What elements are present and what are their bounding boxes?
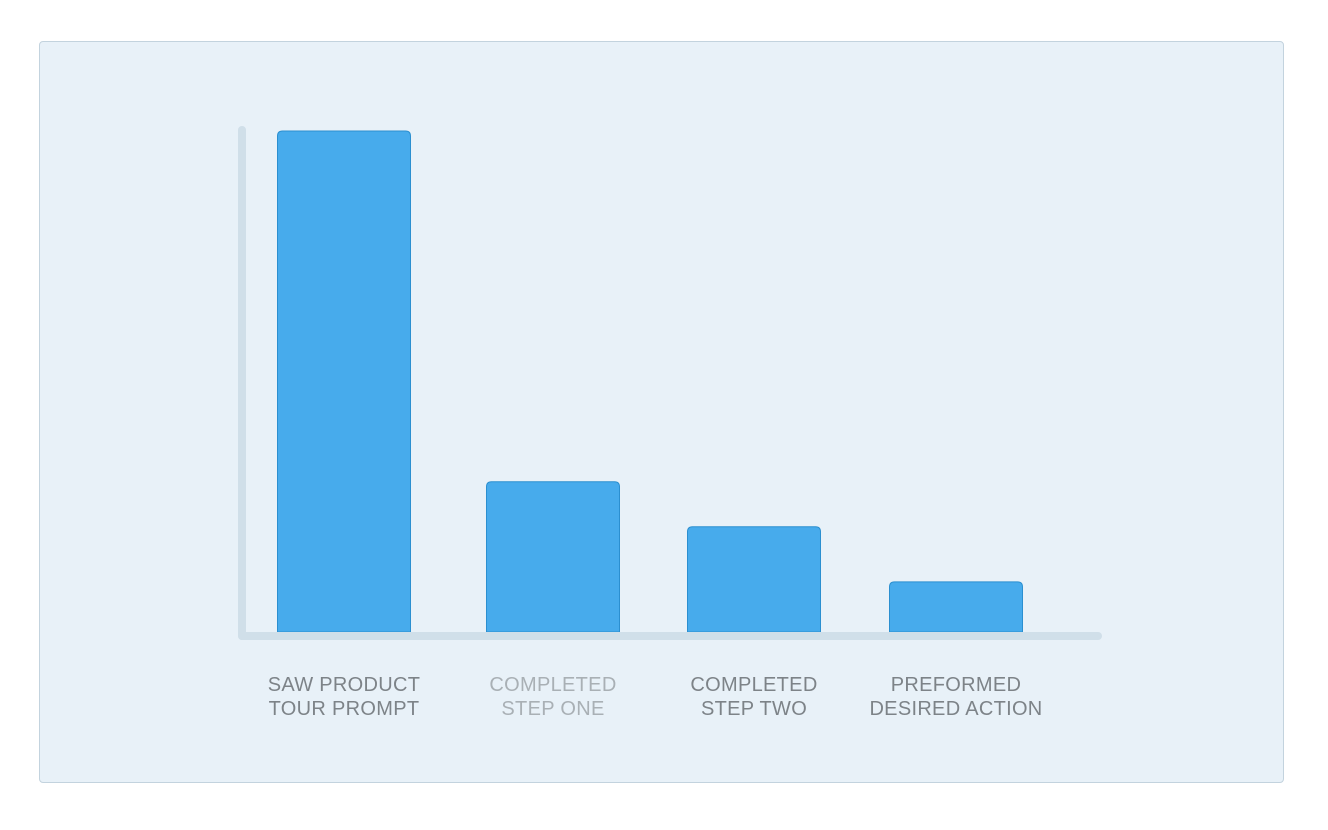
x-tick-label-line: PREFORMED xyxy=(891,674,1021,696)
bar-1 xyxy=(277,130,411,633)
x-tick-label-3: COMPLETED STEP TWO xyxy=(690,674,817,720)
x-tick-label-line: TOUR PROMPT xyxy=(269,698,420,720)
x-tick-label-2: COMPLETED STEP ONE xyxy=(489,674,616,720)
x-tick-label-line: DESIRED ACTION xyxy=(869,698,1042,720)
bar-4 xyxy=(889,581,1023,633)
bar-2 xyxy=(486,481,620,633)
x-tick-label-line: SAW PRODUCT xyxy=(268,674,421,696)
x-tick-label-line: COMPLETED xyxy=(690,674,817,696)
bar-3 xyxy=(687,526,821,633)
x-tick-label-1: SAW PRODUCT TOUR PROMPT xyxy=(268,674,421,720)
bars-layer xyxy=(277,130,1023,633)
x-tick-label-line: COMPLETED xyxy=(489,674,616,696)
x-tick-label-line: STEP TWO xyxy=(701,698,807,720)
x-tick-label-4: PREFORMED DESIRED ACTION xyxy=(869,674,1042,720)
x-tick-label-line: STEP ONE xyxy=(501,698,604,720)
chart-card xyxy=(39,41,1284,783)
